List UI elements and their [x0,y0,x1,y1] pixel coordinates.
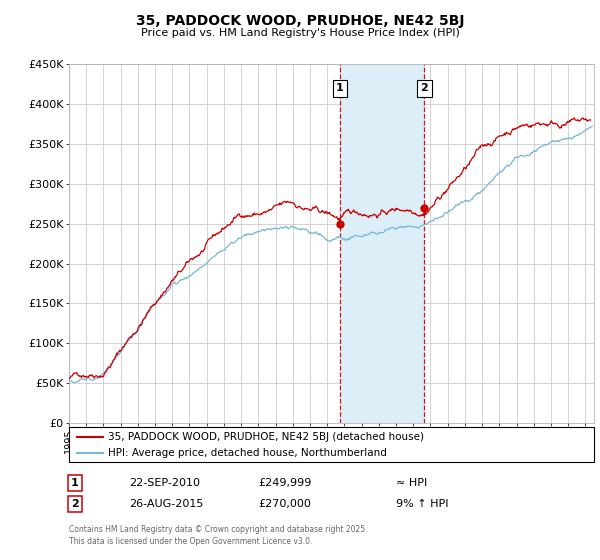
Text: 9% ↑ HPI: 9% ↑ HPI [396,499,449,509]
Text: 35, PADDOCK WOOD, PRUDHOE, NE42 5BJ: 35, PADDOCK WOOD, PRUDHOE, NE42 5BJ [136,14,464,28]
Text: 22-SEP-2010: 22-SEP-2010 [129,478,200,488]
Text: 1: 1 [336,83,344,94]
Text: 2: 2 [421,83,428,94]
Text: 35, PADDOCK WOOD, PRUDHOE, NE42 5BJ (detached house): 35, PADDOCK WOOD, PRUDHOE, NE42 5BJ (det… [109,432,424,442]
FancyBboxPatch shape [69,427,594,462]
Text: 26-AUG-2015: 26-AUG-2015 [129,499,203,509]
Text: Contains HM Land Registry data © Crown copyright and database right 2025.
This d: Contains HM Land Registry data © Crown c… [69,525,367,546]
Text: 1: 1 [71,478,79,488]
Text: 2: 2 [71,499,79,509]
Text: ≈ HPI: ≈ HPI [396,478,427,488]
Text: £270,000: £270,000 [258,499,311,509]
Text: Price paid vs. HM Land Registry's House Price Index (HPI): Price paid vs. HM Land Registry's House … [140,28,460,38]
Bar [340,64,424,423]
Text: HPI: Average price, detached house, Northumberland: HPI: Average price, detached house, Nort… [109,449,387,458]
Text: £249,999: £249,999 [258,478,311,488]
